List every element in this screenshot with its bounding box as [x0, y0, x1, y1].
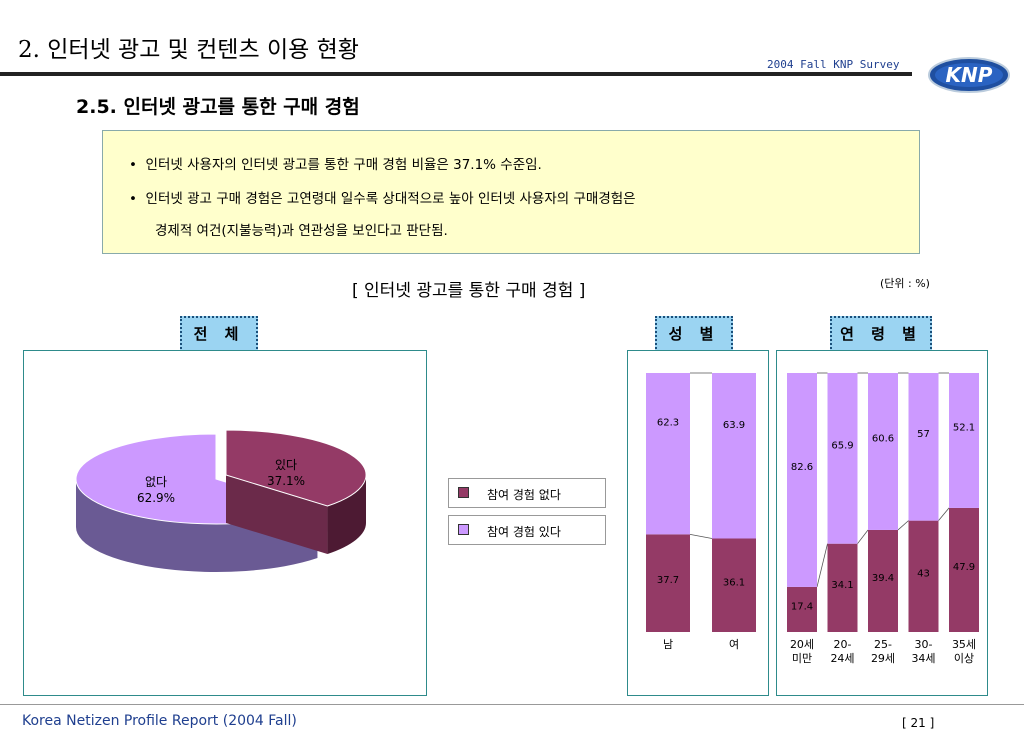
bar-no: [787, 373, 817, 587]
bar-yes-value-label: 17.4: [791, 601, 813, 612]
category-label: 29세: [871, 652, 895, 665]
tag-age: 연 령 별: [830, 316, 932, 352]
category-label: 20-: [834, 638, 852, 651]
overall-panel: 있다 37.1% 없다 62.9%: [23, 350, 427, 696]
bar-no-value-label: 82.6: [791, 462, 813, 473]
bar-no: [712, 373, 756, 539]
overall-pie-chart: 있다 37.1% 없다 62.9%: [75, 429, 367, 572]
bar-yes: [712, 538, 756, 632]
gender-bar-chart: 37.7 62.3 남 36.1 63.9 여: [646, 372, 756, 651]
category-label: 24세: [830, 652, 854, 665]
legend-label-yes: 참여 경험 있다: [487, 525, 561, 539]
summary-box: • 인터넷 사용자의 인터넷 광고를 통한 구매 경험 비율은 37.1% 수준…: [102, 130, 920, 254]
bar-yes: [827, 543, 858, 632]
legend-item-no: 참여 경험 없다: [448, 478, 606, 508]
category-label: 34세: [911, 652, 935, 665]
category-label: 25-: [874, 638, 892, 651]
pie-value-label: 37.1%: [267, 474, 305, 488]
page-number: [ 21 ]: [902, 716, 935, 730]
bar-no: [868, 373, 898, 530]
summary-bullet-2: • 인터넷 광고 구매 경험은 고연령대 일수록 상대적으로 높아 인터넷 사용…: [129, 191, 636, 207]
bar-no: [827, 373, 858, 544]
bar-yes: [908, 520, 939, 632]
chart-title: [ 인터넷 광고를 통한 구매 경험 ]: [352, 281, 586, 301]
pie-slice-no-side: [76, 479, 318, 572]
pie-label: 있다: [275, 458, 297, 472]
bar-yes: [646, 534, 690, 632]
bar-yes: [787, 586, 817, 632]
tag-gender: 성 별: [655, 316, 733, 352]
legend-label-no: 참여 경험 없다: [487, 488, 561, 502]
legend-item-yes: 참여 경험 있다: [448, 515, 606, 545]
gender-panel: 37.7 62.3 남 36.1 63.9 여: [627, 350, 769, 696]
series-connector: [857, 529, 869, 544]
age-panel: 17.4 82.6 20세 미만 34.1 65.9 20- 24세 39.4 60.6 25- 29…: [776, 350, 988, 696]
pie-value-label: 62.9%: [137, 491, 175, 505]
bar-yes-value-label: 37.7: [657, 575, 679, 586]
unit-label: (단위 : %): [880, 277, 930, 290]
bar-no: [949, 373, 979, 508]
bar-yes-value-label: 43: [917, 568, 930, 579]
category-label: 남: [663, 638, 673, 651]
category-label: 30-: [915, 638, 933, 651]
legend-swatch-yes: [458, 524, 469, 535]
summary-bullet-2-continuation: 경제적 여건(지불능력)과 연관성을 보인다고 판단됨.: [155, 223, 448, 239]
series-connector: [938, 507, 950, 521]
legend-swatch-no: [458, 487, 469, 498]
bullet-text: 인터넷 광고 구매 경험은 고연령대 일수록 상대적으로 높아 인터넷 사용자의…: [145, 191, 636, 207]
pie-slice-yes-side: [327, 475, 366, 555]
tag-overall: 전 체: [180, 316, 258, 352]
bar-no: [908, 373, 939, 521]
bar-no-value-label: 52.1: [953, 422, 975, 433]
category-label: 미만: [792, 652, 812, 665]
bar-yes: [949, 507, 979, 632]
category-label: 35세: [952, 638, 976, 651]
footer-report-title: Korea Netizen Profile Report (2004 Fall): [22, 713, 297, 729]
bar-no: [646, 373, 690, 535]
logo-text: KNP: [946, 63, 993, 87]
footer-rule: [0, 704, 1024, 705]
bar-yes-value-label: 36.1: [723, 577, 745, 588]
bar-no-value-label: 57: [917, 429, 930, 440]
bar-no-value-label: 62.3: [657, 418, 679, 429]
series-connector: [897, 520, 909, 531]
survey-label: 2004 Fall KNP Survey: [767, 58, 900, 71]
category-label: 여: [729, 638, 739, 651]
series-connector: [816, 543, 828, 588]
bullet-text: 인터넷 사용자의 인터넷 광고를 통한 구매 경험 비율은 37.1% 수준임.: [145, 157, 542, 173]
bar-yes: [868, 529, 898, 632]
knp-logo: KNP: [928, 57, 1010, 93]
series-connector: [689, 533, 713, 539]
bar-yes-value-label: 47.9: [953, 562, 975, 573]
pie-label: 없다: [145, 475, 167, 489]
section-title: 2.5. 인터넷 광고를 통한 구매 경험: [76, 96, 360, 118]
summary-bullet-1: • 인터넷 사용자의 인터넷 광고를 통한 구매 경험 비율은 37.1% 수준…: [129, 157, 542, 173]
bar-yes-value-label: 34.1: [831, 580, 853, 591]
header-rule: [0, 72, 912, 76]
pie-slice-yes: [225, 429, 367, 507]
bar-no-value-label: 63.9: [723, 420, 745, 431]
category-label: 20세: [790, 638, 814, 651]
page-header-title: 2. 인터넷 광고 및 컨텐츠 이용 현황: [18, 37, 359, 63]
pie-slice-yes-edge: [226, 475, 328, 555]
bar-no-value-label: 60.6: [872, 433, 894, 444]
category-label: 이상: [954, 652, 974, 665]
bar-yes-value-label: 39.4: [872, 573, 894, 584]
bar-no-value-label: 65.9: [831, 440, 853, 451]
